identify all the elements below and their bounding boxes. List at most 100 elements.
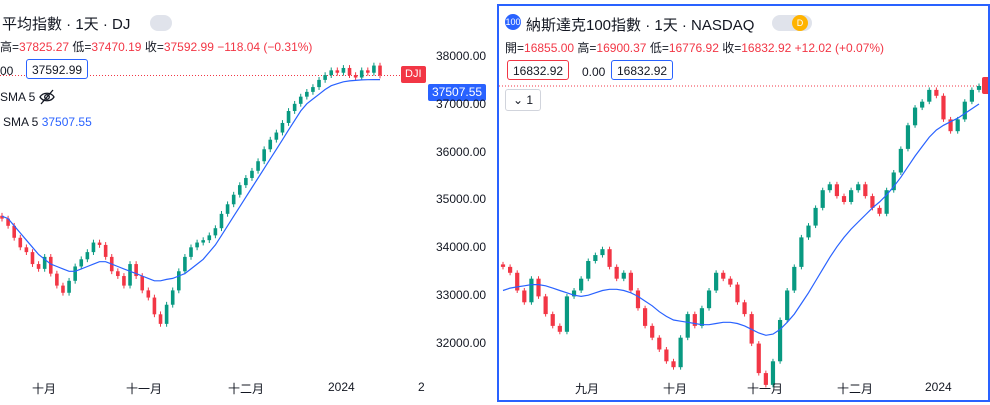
candle-body	[140, 276, 145, 291]
candle-body	[79, 259, 84, 267]
nasdaq-title[interactable]: 納斯達克100指數 · 1天 · NASDAQ	[526, 17, 755, 34]
candle-body	[97, 242, 102, 245]
candle-body	[571, 290, 577, 297]
candle-body	[500, 264, 506, 267]
candle-body	[219, 213, 224, 229]
time-axis-tick: 十一月	[126, 382, 163, 396]
candle-body	[834, 184, 840, 197]
candle-body	[529, 278, 534, 303]
time-axis-tick: 十二月	[228, 382, 265, 396]
candle-body	[292, 103, 297, 112]
candle-body	[579, 278, 584, 291]
candle-body	[195, 242, 199, 248]
time-axis-tick: 2024	[328, 380, 355, 394]
nasdaq-menu-pill[interactable]: D	[772, 15, 812, 31]
dj-sma2-label[interactable]: SMA 5 37507.55	[3, 115, 92, 129]
candle-body	[12, 225, 16, 238]
dj-high-value: 37825.27	[19, 40, 70, 54]
candle-body	[207, 235, 212, 241]
dj-chart-canvas[interactable]	[0, 0, 494, 405]
candle-body	[692, 314, 697, 326]
candle-body	[891, 172, 896, 191]
candle-body	[962, 101, 967, 120]
candle-body	[508, 266, 513, 273]
candle-body	[543, 296, 548, 315]
candle-body	[849, 190, 854, 202]
candle-body	[678, 337, 683, 368]
candle-body	[189, 247, 193, 257]
candle-body	[657, 337, 662, 350]
eye-off-icon[interactable]	[38, 88, 56, 106]
candle-body	[311, 87, 315, 92]
candle-body	[934, 89, 939, 96]
buy-price-box[interactable]: 16832.92	[611, 60, 674, 80]
candle-body	[116, 271, 120, 277]
candle-body	[927, 89, 932, 102]
dj-sma2-text: SMA 5	[3, 115, 39, 129]
candle-body	[721, 272, 726, 279]
time-axis-tick: 十月	[32, 382, 57, 396]
candle-body	[792, 266, 797, 291]
candle-body	[642, 308, 648, 326]
candle-body	[728, 278, 733, 285]
nasdaq-change-value: +12.02 (+0.07%)	[794, 41, 885, 55]
candle-body	[564, 296, 570, 332]
dj-sma1-label[interactable]: SMA 5	[0, 90, 35, 104]
dj-change-value: −118.04 (−0.31%)	[217, 40, 313, 54]
nasdaq-price-badge	[982, 77, 988, 94]
candle-body	[976, 86, 982, 90]
candle-body	[557, 325, 562, 332]
sell-price-box[interactable]: 16832.92	[507, 60, 570, 80]
candle-body	[607, 249, 612, 267]
candle-body	[262, 149, 266, 162]
nasdaq-close-key: 收=	[718, 41, 742, 55]
dj-chart-pane[interactable]: 平均指數 · 1天 · DJ 高=37825.27 低=37470.19 收=3…	[0, 0, 494, 405]
price-axis-tick: 37000.00	[436, 96, 487, 111]
dj-price-box[interactable]: 37592.99	[26, 59, 89, 79]
candle-body	[621, 272, 626, 279]
candle-body	[586, 260, 591, 279]
candle-body	[103, 244, 108, 257]
dj-title[interactable]: 平均指數 · 1天 · DJ	[2, 16, 131, 33]
candle-body	[30, 252, 35, 265]
dj-low-key: 低=	[69, 40, 92, 54]
candle-body	[67, 280, 71, 293]
candle-body	[347, 67, 352, 76]
candle-body	[91, 242, 96, 253]
candle-body	[183, 256, 187, 272]
candle-body	[225, 204, 230, 214]
candle-body	[515, 272, 520, 291]
candle-body	[827, 184, 832, 191]
candle-body	[329, 70, 334, 76]
delayed-data-icon[interactable]: D	[792, 15, 808, 31]
dj-low-value: 37470.19	[91, 40, 142, 54]
candle-body	[536, 278, 541, 297]
candle-body	[635, 290, 641, 309]
candle-body	[6, 218, 10, 226]
candle-body	[550, 314, 555, 326]
spread-value: 0.00	[582, 65, 606, 79]
candle-body	[61, 285, 65, 293]
nasdaq-high-value: 16900.37	[596, 41, 647, 55]
sma-line	[1, 78, 380, 282]
candle-body	[650, 325, 655, 338]
nasdaq-chart-pane[interactable]: 100 納斯達克100指數 · 1天 · NASDAQ D 開=16855.00…	[497, 4, 990, 402]
candle-body	[372, 65, 376, 73]
nasdaq-low-value: 16776.92	[668, 41, 719, 55]
price-axis-tick: 36000.00	[436, 144, 487, 159]
nasdaq-chart-canvas[interactable]	[499, 6, 988, 400]
dj-sma-price-badge: 37507.55	[428, 84, 487, 101]
candle-body	[73, 266, 77, 281]
candle-body	[55, 273, 59, 286]
indicator-collapse-button[interactable]: ⌄ 1	[505, 89, 541, 111]
price-axis-tick: 35000.00	[436, 192, 487, 207]
candle-body	[714, 272, 719, 291]
candle-body	[323, 75, 327, 80]
dj-menu-pill[interactable]	[150, 15, 172, 31]
candle-body	[948, 119, 953, 132]
candle-body	[353, 75, 358, 78]
candle-body	[522, 290, 527, 303]
nasdaq-high-key: 高=	[574, 41, 597, 55]
time-axis-tick: 2024	[925, 380, 952, 394]
candle-body	[699, 308, 705, 326]
